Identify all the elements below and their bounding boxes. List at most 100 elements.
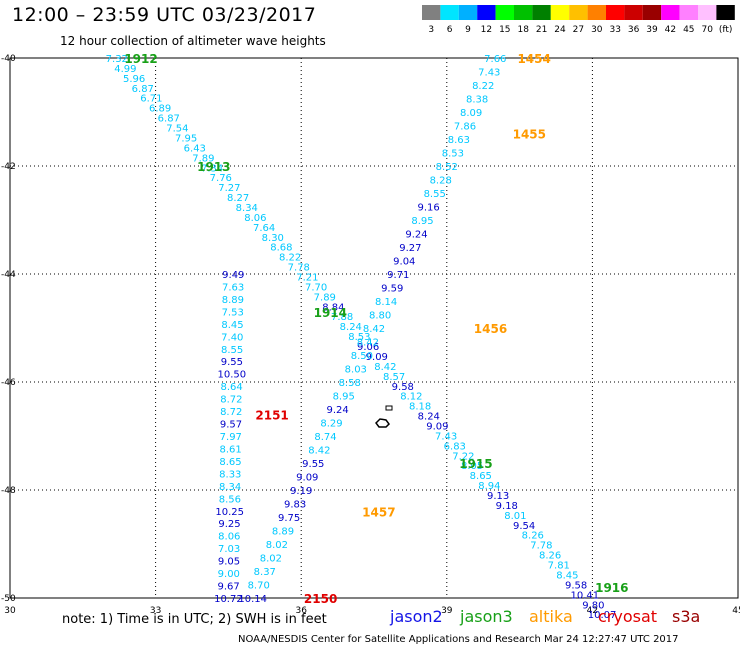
wave-height-point: 7.21	[296, 273, 318, 284]
wave-height-point: 8.06	[218, 532, 240, 543]
wave-height-point: 7.54	[166, 124, 188, 135]
x-tick-label: 36	[295, 606, 307, 616]
pass-number-label: 2150	[304, 592, 337, 606]
wave-height-point: 8.02	[266, 540, 288, 551]
swh-color-scale: 3 6 9 12 15 18 21 24 27 30 33 36 39 42 45 70 (ft)	[422, 5, 735, 35]
wave-height-point: 9.09	[366, 352, 388, 363]
wave-height-point: 9.71	[387, 270, 409, 281]
wave-height-point: 9.18	[496, 501, 518, 512]
legend-cryosat: cryosat	[598, 607, 658, 626]
wave-height-point: 7.86	[454, 122, 476, 133]
pass-number-label: 1916	[595, 581, 628, 595]
scale-label: 21	[536, 25, 547, 35]
y-tick-label: -42	[1, 162, 16, 172]
wave-height-point: 9.83	[284, 500, 306, 511]
scale-label: 70	[701, 25, 713, 35]
wave-height-point: 8.09	[460, 108, 482, 119]
wave-height-point: 8.42	[363, 324, 385, 335]
scale-swatch	[514, 5, 533, 20]
wave-height-point: 8.06	[244, 213, 266, 224]
wave-height-point: 9.24	[405, 230, 427, 241]
page-title: 12:00 – 23:59 UTC 03/23/2017	[12, 4, 317, 26]
pass-number-label: 1913	[197, 160, 230, 174]
legend-jason3: jason3	[460, 607, 513, 626]
wave-height-point: 6.83	[444, 441, 466, 452]
wave-height-point: 8.42	[308, 446, 330, 457]
wave-height-point: 8.34	[219, 482, 241, 493]
wave-height-point: 8.94	[478, 481, 500, 492]
scale-swatch	[642, 5, 662, 20]
wave-height-point: 9.06	[357, 342, 379, 353]
wave-height-point: 8.89	[222, 295, 244, 306]
wave-height-point: 8.45	[556, 571, 578, 582]
wave-height-point: 9.49	[222, 270, 244, 281]
pass-labels: 1912 1913 1914 1915 1916 1454 1455 1456 1457 2151…	[124, 52, 628, 606]
wave-height-point: 8.58	[339, 378, 361, 389]
wave-height-point: 8.14	[375, 297, 397, 308]
pass-number-label: 1915	[459, 457, 492, 471]
footer-credit: NOAA/NESDIS Center for Satellite Applica…	[238, 634, 679, 645]
wave-height-point: 9.67	[217, 582, 239, 593]
wave-height-point: 6.87	[132, 84, 154, 95]
wave-height-point: 9.25	[218, 519, 240, 530]
scale-label: 42	[665, 25, 676, 35]
wave-height-point: 7.43	[478, 68, 500, 79]
wave-height-point: 8.70	[248, 581, 270, 592]
wave-height-point: 7.97	[220, 432, 242, 443]
scale-label: 30	[591, 25, 603, 35]
wave-height-point: 8.22	[279, 253, 301, 264]
scale-label: 27	[573, 25, 584, 35]
legend-jason2: jason2	[390, 607, 443, 626]
wave-height-point: 8.26	[522, 531, 544, 542]
wave-height-point: 9.59	[381, 284, 403, 295]
wave-height-point: 8.18	[409, 402, 431, 413]
scale-swatch	[495, 5, 514, 20]
map-grid	[10, 58, 738, 598]
wave-height-point: 7.63	[222, 283, 244, 294]
wave-height-point: 9.16	[417, 203, 439, 214]
y-tick-label: -46	[1, 378, 16, 388]
wave-height-point: 8.53	[442, 149, 464, 160]
wave-height-point: 9.09	[426, 422, 448, 433]
scale-swatch	[587, 5, 606, 20]
plot-frame	[9, 57, 739, 599]
wave-height-point: 9.58	[392, 382, 414, 393]
scale-swatch	[550, 5, 570, 20]
wave-height-point: 8.37	[254, 567, 276, 578]
x-tick-label: 33	[150, 606, 161, 616]
wave-height-point: 8.57	[383, 372, 405, 383]
legend-s3a: s3a	[672, 607, 701, 626]
wave-height-point: 7.43	[435, 431, 457, 442]
legend-altika: altika	[529, 607, 573, 626]
scale-label: 6	[447, 25, 453, 35]
scale-label: 45	[683, 25, 694, 35]
wave-height-point: 8.95	[411, 216, 433, 227]
wave-height-point: 8.38	[466, 95, 488, 106]
scale-swatch	[716, 5, 735, 20]
scale-swatch	[458, 5, 478, 20]
wave-height-point: 7.70	[305, 282, 327, 293]
wave-height-point: 7.89	[192, 153, 214, 164]
wave-height-point: 8.42	[374, 362, 396, 373]
wave-height-point: 9.27	[399, 243, 421, 254]
wave-height-point: 8.50	[351, 351, 373, 362]
scale-label: 12	[481, 25, 492, 35]
wave-height-point: 8.03	[345, 365, 367, 376]
x-tick-label: 42	[587, 606, 598, 616]
wave-height-point: 8.56	[219, 494, 241, 505]
wave-height-point: 8.29	[320, 419, 342, 430]
wave-height-point: 6.43	[184, 143, 206, 154]
wave-height-point: 8.65	[219, 457, 241, 468]
wave-height-point: 6.89	[149, 104, 171, 115]
scale-swatch	[477, 5, 496, 20]
pass-number-label: 1456	[474, 322, 507, 336]
wave-height-point: 8.68	[270, 243, 292, 254]
wave-height-point: 8.45	[221, 320, 243, 331]
scale-swatch	[624, 5, 643, 20]
pass-number-label: 1914	[314, 306, 347, 320]
island-shape	[375, 418, 390, 428]
wave-height-point: 7.27	[218, 183, 240, 194]
wave-height-point: 8.42	[357, 338, 379, 349]
wave-height-point: 9.75	[278, 513, 300, 524]
wave-height-point: 8.28	[430, 176, 452, 187]
